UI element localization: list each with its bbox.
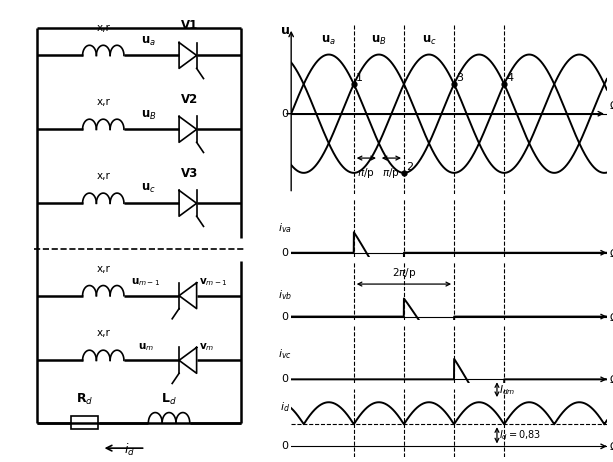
Text: $i_d$: $i_d$: [280, 400, 290, 413]
Text: x,r: x,r: [96, 171, 110, 181]
Text: 0: 0: [281, 109, 288, 119]
Text: u$_{m}$: u$_{m}$: [137, 340, 154, 353]
Bar: [71, 416, 98, 429]
Text: $\Omega t$: $\Omega t$: [609, 247, 613, 259]
Text: 3: 3: [456, 73, 463, 83]
Text: u$_a$: u$_a$: [321, 34, 337, 48]
Text: 0: 0: [282, 248, 289, 258]
Text: 1: 1: [356, 73, 363, 83]
Text: $\Omega t$: $\Omega t$: [609, 440, 613, 452]
Text: R$_d$: R$_d$: [76, 391, 93, 407]
Text: $\pi$/p: $\pi$/p: [357, 166, 375, 180]
Text: $i_{vc}$: $i_{vc}$: [278, 348, 292, 361]
Text: x,r: x,r: [96, 263, 110, 274]
Text: v$_{m-1}$: v$_{m-1}$: [199, 276, 227, 288]
Text: u$_c$: u$_c$: [422, 34, 436, 48]
Text: V2: V2: [181, 93, 198, 106]
Text: 0: 0: [282, 374, 289, 384]
Text: $I_d{=}0{,}83$: $I_d{=}0{,}83$: [500, 428, 542, 442]
Text: 0: 0: [282, 311, 289, 322]
Text: v$_{m}$: v$_{m}$: [199, 340, 215, 353]
Text: $i_{va}$: $i_{va}$: [278, 221, 292, 235]
Text: $\pi$/p: $\pi$/p: [383, 166, 400, 180]
Text: u$_{m-1}$: u$_{m-1}$: [131, 276, 160, 288]
Text: u$_c$: u$_c$: [141, 182, 156, 195]
Text: u$_a$: u$_a$: [141, 35, 156, 48]
Text: 2: 2: [406, 162, 413, 172]
Text: $i_d$: $i_d$: [124, 442, 135, 458]
Text: u$_B$: u$_B$: [141, 109, 156, 122]
Text: $\Omega t$: $\Omega t$: [609, 310, 613, 322]
Text: 0: 0: [282, 441, 289, 451]
Text: $i_{vb}$: $i_{vb}$: [278, 288, 292, 302]
Text: x,r: x,r: [96, 328, 110, 338]
Text: x,r: x,r: [96, 97, 110, 107]
Text: x,r: x,r: [96, 23, 110, 33]
Text: V3: V3: [181, 167, 198, 180]
Text: $I_{dm}$: $I_{dm}$: [500, 383, 516, 396]
Text: u: u: [281, 24, 289, 37]
Text: V1: V1: [181, 19, 198, 32]
Text: u$_B$: u$_B$: [371, 34, 387, 48]
Text: $\Omega t$: $\Omega t$: [609, 99, 613, 111]
Text: 4: 4: [506, 73, 513, 83]
Text: L$_d$: L$_d$: [161, 391, 177, 407]
Text: $2\pi$/p: $2\pi$/p: [392, 266, 416, 280]
Text: $\Omega t$: $\Omega t$: [609, 373, 613, 385]
